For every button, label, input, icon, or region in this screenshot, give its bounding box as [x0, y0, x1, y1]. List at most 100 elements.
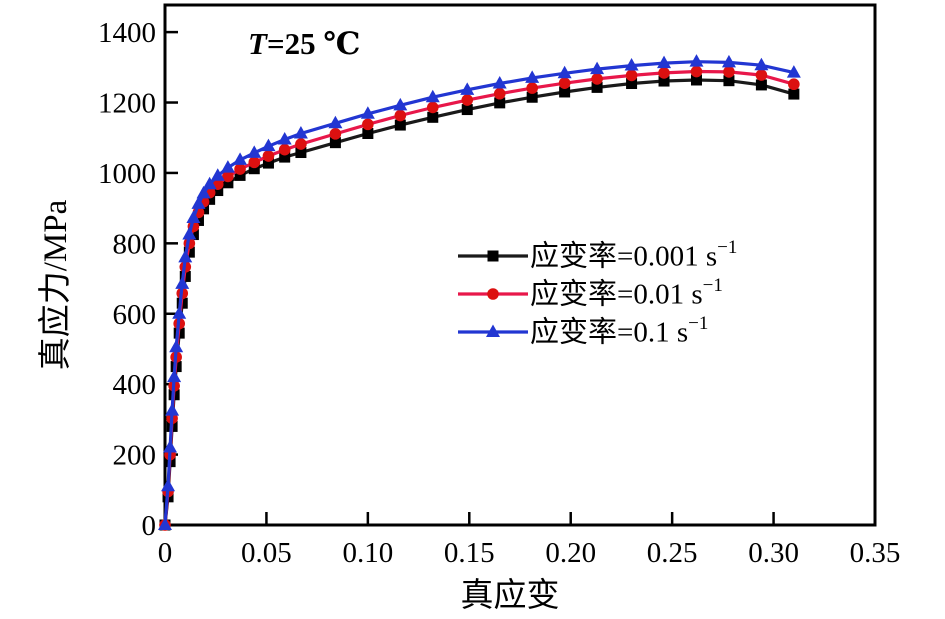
temperature-annotation: T=25 ℃ [248, 26, 361, 62]
series-0-marker [494, 97, 506, 109]
series-2-marker [167, 369, 182, 383]
series-0-marker [329, 137, 341, 149]
series-2-marker [360, 106, 375, 119]
temperature-variable: T [248, 26, 267, 61]
x-tick-label: 0.05 [241, 537, 292, 569]
y-tick-label: 200 [113, 440, 157, 472]
y-tick-label: 800 [113, 228, 157, 260]
series-0-marker [723, 75, 735, 87]
series-0-marker [295, 147, 307, 159]
series-2-marker [182, 227, 197, 240]
series-0-marker [591, 81, 603, 93]
legend-square-marker-icon [458, 250, 528, 262]
series-0-marker [788, 88, 800, 100]
x-tick-label: 0.20 [545, 537, 596, 569]
y-axis-label: 真应力/MPa [38, 199, 74, 371]
x-tick-label: 0.35 [850, 537, 901, 569]
series-1-marker [329, 128, 342, 140]
series-0-marker [262, 157, 274, 169]
y-tick-label: 1200 [98, 88, 156, 120]
x-tick-label: 0.10 [342, 537, 393, 569]
legend-label: 应变率=0.001 s−1 [530, 237, 738, 273]
series-2-marker [165, 403, 180, 416]
series-0-marker [427, 111, 439, 123]
series-2-marker [178, 249, 193, 263]
temperature-value: =25 ℃ [266, 26, 361, 61]
series-1-marker [426, 101, 439, 114]
series-0-marker [461, 104, 473, 116]
series-2-marker [277, 131, 292, 145]
legend-label: 应变率=0.1 s−1 [530, 313, 709, 349]
y-tick-label: 600 [113, 299, 157, 331]
series-1-marker [362, 118, 374, 131]
series-1-marker [222, 170, 234, 183]
series-2-marker [492, 76, 507, 89]
series-2-marker [233, 152, 248, 165]
series-2-marker [557, 65, 572, 79]
y-tick-label: 1400 [98, 17, 156, 49]
series-1-marker [278, 143, 291, 156]
series-2-marker [161, 478, 176, 492]
legend-item-0: 应变率=0.001 s−1 [458, 237, 737, 275]
series-1-marker [262, 150, 275, 162]
series-1-marker [723, 66, 735, 78]
x-tick-label: 0.15 [444, 537, 495, 569]
legend-item-1: 应变率=0.01 s−1 [458, 275, 737, 313]
series-2-marker [689, 54, 704, 67]
series-2-marker [175, 276, 190, 289]
series-1-marker [591, 73, 603, 85]
series-1-marker [690, 65, 703, 78]
series-0-marker [394, 119, 406, 131]
series-2-marker [460, 82, 475, 95]
legend: 应变率=0.001 s−1 应变率=0.01 s−1 应变率=0.1 s−1 [458, 237, 737, 351]
legend-label: 应变率=0.01 s−1 [530, 275, 723, 311]
series-1-marker [234, 163, 246, 175]
series-2-marker [328, 115, 343, 129]
y-tick-label: 0 [142, 510, 157, 542]
series-0-marker [279, 151, 291, 163]
series-2-marker [186, 210, 201, 223]
series-2-marker [220, 160, 235, 173]
legend-circle-marker-icon [458, 288, 528, 300]
x-tick-label: 0.25 [647, 537, 698, 569]
series-0-marker [248, 163, 260, 175]
series-2-marker [247, 145, 262, 158]
series-0-marker [559, 86, 571, 98]
series-2-marker [172, 306, 187, 319]
series-2-marker [202, 176, 217, 190]
series-2-marker [293, 126, 308, 139]
series-0-marker [212, 185, 224, 197]
series-1-marker [461, 94, 474, 106]
series-1-marker [625, 69, 638, 82]
axes-frame [163, 3, 877, 527]
series-1-marker [755, 69, 768, 81]
series-0-marker [690, 74, 702, 86]
series-2-marker [158, 517, 172, 530]
series-1-marker [493, 87, 506, 100]
y-tick-label: 1000 [98, 158, 156, 190]
series-0-marker [222, 177, 234, 189]
series-2-marker [196, 185, 211, 199]
series-2-marker [721, 54, 736, 68]
series-2-marker [786, 65, 801, 78]
series-2-line [163, 60, 795, 526]
series-2-marker [261, 138, 276, 152]
series-0-marker [362, 128, 374, 140]
series-0-marker [658, 75, 670, 87]
series-1-marker [526, 82, 538, 94]
series-2-marker [657, 55, 672, 69]
series-1-marker [248, 156, 261, 169]
x-tick-label: 0 [158, 537, 173, 569]
series-2-marker [754, 57, 769, 71]
series-1-marker [658, 67, 670, 79]
legend-item-2: 应变率=0.1 s−1 [458, 313, 737, 351]
x-axis-label: 真应变 [460, 578, 560, 614]
series-0-marker [626, 78, 638, 90]
series-2-marker [425, 89, 440, 103]
series-2-marker [210, 168, 225, 181]
series-2-marker [590, 61, 605, 75]
series-2-marker [191, 196, 206, 209]
series-1-marker [558, 77, 571, 89]
